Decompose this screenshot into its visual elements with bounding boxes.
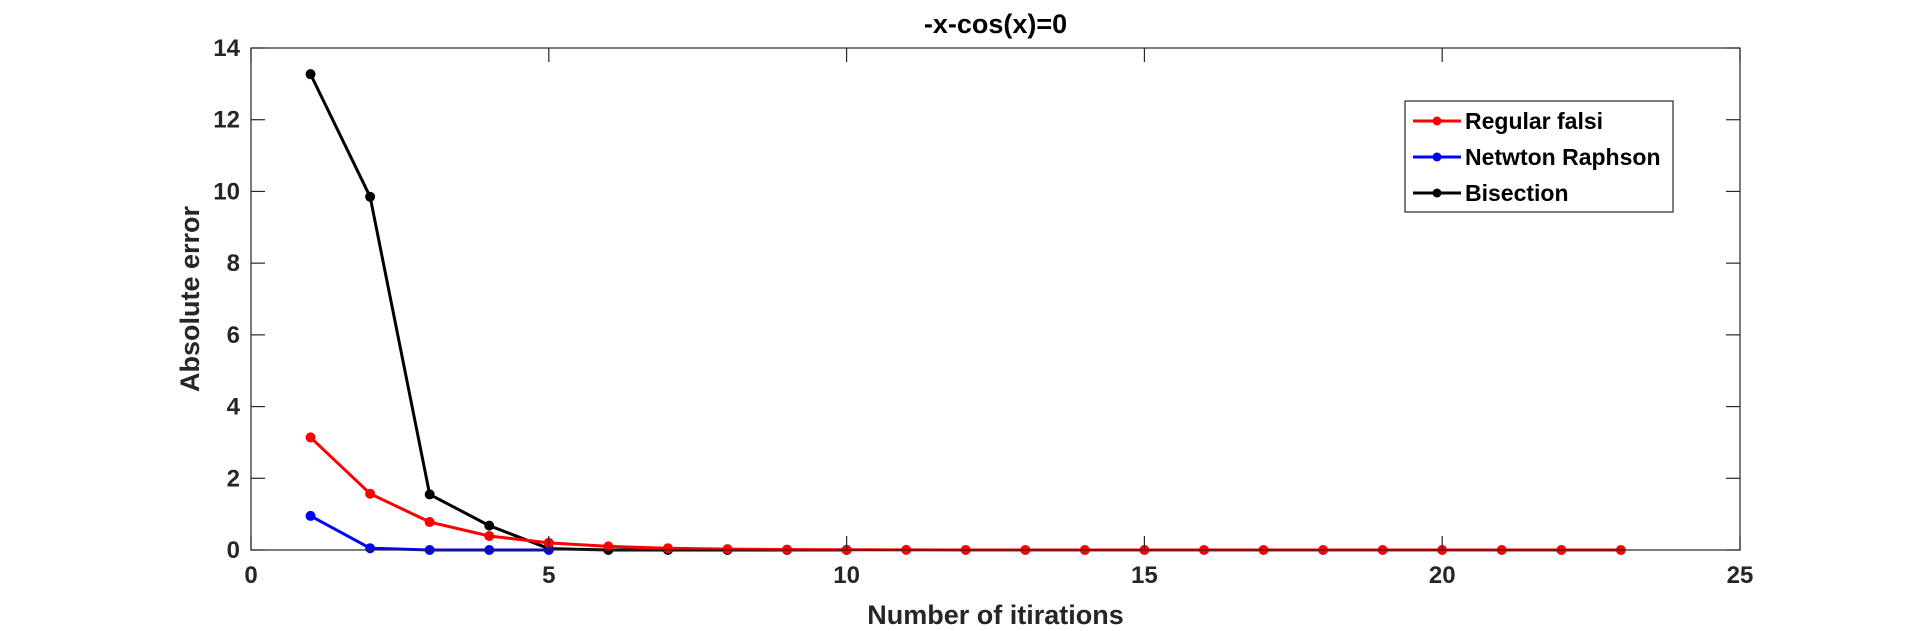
x-tick-label: 0 <box>244 562 257 589</box>
y-tick-label: 6 <box>227 322 240 349</box>
data-point-netwton-raphson <box>365 543 376 554</box>
legend-marker-regular-falsi <box>1432 116 1442 126</box>
y-tick-label: 4 <box>227 394 241 421</box>
y-tick-label: 14 <box>213 35 240 62</box>
y-tick-label: 0 <box>227 537 240 564</box>
x-tick-label: 25 <box>1727 562 1754 589</box>
x-tick-label: 15 <box>1131 562 1158 589</box>
data-point-regular-falsi <box>305 432 316 443</box>
data-point-regular-falsi <box>365 488 376 499</box>
plot-frame <box>250 47 1741 551</box>
legend-label-netwton-raphson: Netwton Raphson <box>1465 144 1661 170</box>
legend-marker-netwton-raphson <box>1432 152 1442 162</box>
data-point-bisection <box>424 489 435 500</box>
data-point-regular-falsi <box>662 543 673 554</box>
legend-label-regular-falsi: Regular falsi <box>1465 108 1603 134</box>
data-point-regular-falsi <box>722 544 733 555</box>
y-tick-label: 8 <box>227 250 240 277</box>
data-point-netwton-raphson <box>305 510 316 521</box>
data-point-regular-falsi <box>603 541 614 552</box>
data-point-bisection <box>484 520 495 531</box>
legend-marker-bisection <box>1432 188 1442 198</box>
legend: Regular falsi Netwton Raphson Bisection <box>1404 100 1674 213</box>
data-point-bisection <box>365 191 376 202</box>
axes-layer: 0 5 10 15 20 25 0 2 4 6 8 10 12 14 <box>213 35 1753 589</box>
data-point-regular-falsi <box>424 517 435 528</box>
x-tick-label: 5 <box>542 562 555 589</box>
data-point-bisection <box>305 69 316 80</box>
x-tick-label: 20 <box>1429 562 1456 589</box>
y-tick-label: 2 <box>227 465 240 492</box>
y-axis-title: Absolute error <box>175 205 205 392</box>
y-tick-label: 12 <box>213 107 240 134</box>
x-axis-title: Number of itirations <box>867 600 1124 630</box>
x-tick-label: 10 <box>833 562 860 589</box>
data-point-regular-falsi <box>484 531 495 542</box>
y-tick-label: 10 <box>213 178 240 205</box>
chart-title: -x-cos(x)=0 <box>924 9 1067 39</box>
legend-label-bisection: Bisection <box>1465 180 1569 206</box>
